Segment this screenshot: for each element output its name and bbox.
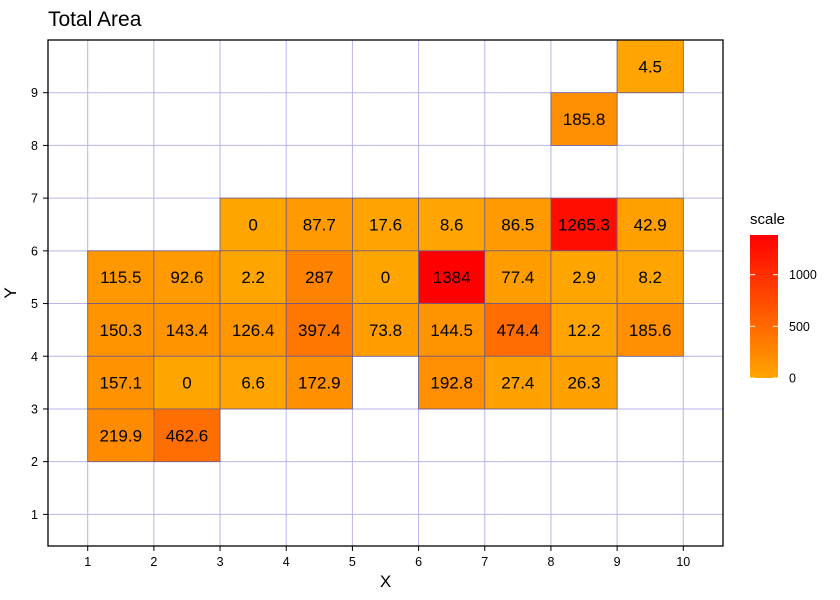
- heatmap-cell: [153, 250, 221, 304]
- cell-value-label: 157.1: [100, 374, 143, 393]
- cell-value-label: 126.4: [232, 321, 275, 340]
- heatmap-cell: [219, 303, 287, 357]
- x-tick-label: 7: [481, 555, 488, 569]
- heatmap-cell: [87, 355, 155, 410]
- legend-colorbar: [750, 235, 778, 378]
- cell-value-label: 219.9: [100, 426, 143, 445]
- heatmap-cell: [219, 197, 287, 252]
- heatmap-cells: 4.5 185.8 0 87.7 17.6 8.6 86.5 1265.3 42.9 115.5 9…: [87, 39, 684, 463]
- x-axis-title: X: [380, 572, 391, 591]
- legend-tick-label: 500: [789, 320, 810, 334]
- cell-value-label: 1384: [433, 268, 471, 287]
- heatmap-cell: [418, 355, 486, 410]
- y-tick-label: 6: [31, 244, 38, 258]
- x-tick-label: 8: [547, 555, 554, 569]
- x-tick-label: 4: [283, 555, 290, 569]
- cell-value-label: 92.6: [170, 268, 203, 287]
- cell-value-label: 185.6: [629, 321, 672, 340]
- x-tick-label: 9: [614, 555, 621, 569]
- axes: 1 2 3 4 5 6 7 8 9 10 1 2 3 4 5 6 7 8 9: [31, 86, 690, 569]
- x-tick-label: 2: [150, 555, 157, 569]
- legend-tick-label: 0: [789, 372, 796, 386]
- heatmap-cell: [352, 303, 419, 357]
- x-tick-label: 1: [84, 555, 91, 569]
- cell-value-label: 0: [248, 215, 257, 234]
- cell-value-label: 8.6: [440, 215, 464, 234]
- cell-value-label: 474.4: [497, 321, 540, 340]
- heatmap-cell: [153, 408, 221, 463]
- legend-tick-label: 1000: [789, 268, 817, 282]
- x-tick-label: 10: [676, 555, 690, 569]
- cell-value-label: 397.4: [298, 321, 341, 340]
- cell-value-label: 12.2: [567, 321, 600, 340]
- cell-value-label: 17.6: [369, 215, 402, 234]
- heatmap-cell: [352, 197, 419, 252]
- y-tick-label: 1: [31, 508, 38, 522]
- legend: scale 0 500 1000: [750, 211, 817, 386]
- heatmap-cell: [153, 303, 221, 357]
- heatmap-cell: [550, 197, 618, 252]
- heatmap-cell: [484, 303, 552, 357]
- heatmap-cell: [285, 197, 353, 252]
- cell-value-label: 115.5: [100, 268, 141, 287]
- y-tick-label: 3: [31, 402, 38, 416]
- cell-value-label: 73.8: [369, 321, 402, 340]
- heatmap-cell: [484, 355, 552, 410]
- heatmap-cell: [87, 408, 155, 463]
- heatmap-cell: [352, 250, 419, 304]
- y-axis-title: Y: [1, 287, 20, 298]
- cell-value-label: 8.2: [638, 268, 662, 287]
- y-tick-label: 4: [31, 350, 38, 364]
- heatmap-cell: [484, 197, 552, 252]
- legend-title: scale: [750, 211, 785, 228]
- heatmap-cell: [550, 355, 618, 410]
- y-tick-label: 8: [31, 139, 38, 153]
- y-tick-label: 5: [31, 297, 38, 311]
- heatmap-cell: [616, 197, 684, 252]
- y-tick-label: 9: [31, 86, 38, 100]
- heatmap-cell: [616, 303, 684, 357]
- heatmap-cell: [550, 92, 618, 146]
- cell-value-label: 77.4: [501, 268, 534, 287]
- cell-value-label: 143.4: [166, 321, 209, 340]
- cell-value-label: 287: [305, 268, 333, 287]
- heatmap-cell: [87, 250, 155, 304]
- y-tick-label: 7: [31, 192, 38, 206]
- cell-value-label: 2.2: [241, 268, 265, 287]
- cell-value-label: 0: [182, 374, 191, 393]
- cell-value-label: 42.9: [634, 215, 667, 234]
- x-tick-label: 3: [217, 555, 224, 569]
- y-tick-label: 2: [31, 455, 38, 469]
- cell-value-label: 192.8: [430, 374, 473, 393]
- cell-value-label: 0: [381, 268, 390, 287]
- x-tick-label: 5: [349, 555, 356, 569]
- cell-value-label: 185.8: [563, 110, 606, 129]
- heatmap-cell: [285, 355, 353, 410]
- heatmap-cell: [153, 355, 221, 410]
- cell-value-label: 26.3: [567, 374, 600, 393]
- cell-value-label: 86.5: [501, 215, 534, 234]
- heatmap-cell: [219, 355, 287, 410]
- panel-border: [47, 39, 724, 547]
- cell-value-label: 462.6: [166, 426, 209, 445]
- cell-value-label: 87.7: [303, 215, 336, 234]
- cell-value-label: 144.5: [430, 321, 473, 340]
- heatmap-cell: [418, 250, 486, 304]
- cell-value-label: 27.4: [501, 374, 534, 393]
- chart-title: Total Area: [48, 8, 142, 31]
- heatmap-cell: [616, 250, 684, 304]
- cell-value-label: 172.9: [298, 374, 341, 393]
- cell-value-label: 1265.3: [558, 215, 610, 234]
- cell-value-label: 4.5: [638, 57, 662, 76]
- heatmap-cell: [418, 303, 486, 357]
- cell-value-label: 150.3: [100, 321, 143, 340]
- cell-value-label: 6.6: [241, 374, 265, 393]
- cell-value-label: 2.9: [572, 268, 596, 287]
- x-tick-label: 6: [415, 555, 422, 569]
